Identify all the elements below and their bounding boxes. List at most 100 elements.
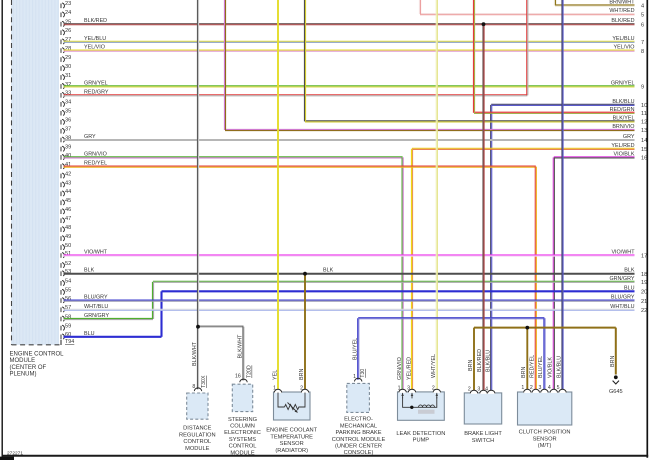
svg-text:13: 13 bbox=[641, 128, 647, 134]
svg-text:YEL/BLU: YEL/BLU bbox=[84, 36, 106, 42]
svg-text:G645: G645 bbox=[609, 389, 623, 395]
svg-text:1: 1 bbox=[521, 385, 524, 391]
svg-text:25: 25 bbox=[65, 20, 71, 26]
svg-text:46: 46 bbox=[65, 207, 71, 213]
svg-text:1: 1 bbox=[353, 374, 356, 380]
svg-text:30: 30 bbox=[65, 64, 71, 70]
svg-text:VIO/BLK: VIO/BLK bbox=[548, 357, 554, 378]
svg-text:59: 59 bbox=[65, 323, 71, 329]
svg-text:26: 26 bbox=[65, 28, 71, 34]
svg-text:MODULE: MODULE bbox=[10, 358, 36, 364]
svg-text:5: 5 bbox=[641, 12, 644, 18]
svg-text:BLU/GRY: BLU/GRY bbox=[84, 295, 108, 301]
svg-text:16: 16 bbox=[641, 156, 647, 162]
svg-text:38: 38 bbox=[65, 135, 71, 141]
svg-text:12: 12 bbox=[641, 120, 647, 126]
svg-text:RED/GRY: RED/GRY bbox=[84, 89, 109, 95]
svg-text:7: 7 bbox=[641, 40, 644, 46]
svg-text:44: 44 bbox=[65, 189, 71, 195]
svg-text:36: 36 bbox=[65, 118, 71, 124]
svg-text:RED/YEL: RED/YEL bbox=[84, 161, 107, 167]
svg-text:50: 50 bbox=[65, 243, 71, 249]
svg-text:BLK: BLK bbox=[624, 268, 635, 274]
svg-text:47: 47 bbox=[65, 216, 71, 222]
svg-text:8: 8 bbox=[641, 49, 644, 55]
svg-text:58: 58 bbox=[65, 314, 71, 320]
svg-text:T20D: T20D bbox=[247, 365, 253, 378]
svg-text:MODULE: MODULE bbox=[230, 450, 255, 456]
svg-text:PARKING BRAKE: PARKING BRAKE bbox=[335, 430, 381, 436]
svg-text:10: 10 bbox=[641, 103, 647, 109]
svg-text:COLUMN: COLUMN bbox=[230, 424, 255, 430]
svg-text:41: 41 bbox=[65, 162, 71, 168]
svg-text:BLK: BLK bbox=[323, 268, 334, 274]
svg-text:BLU/GRY: BLU/GRY bbox=[611, 295, 635, 301]
svg-text:ENGINE COOLANT: ENGINE COOLANT bbox=[266, 428, 317, 434]
svg-text:19: 19 bbox=[641, 280, 647, 286]
svg-text:BRN: BRN bbox=[610, 356, 616, 367]
svg-text:24: 24 bbox=[65, 10, 71, 16]
svg-text:3: 3 bbox=[477, 386, 480, 392]
svg-text:27: 27 bbox=[65, 37, 71, 43]
svg-text:1: 1 bbox=[398, 385, 401, 391]
svg-text:49: 49 bbox=[65, 234, 71, 240]
svg-text:32: 32 bbox=[65, 82, 71, 88]
svg-text:BLU/YEL: BLU/YEL bbox=[538, 356, 544, 378]
svg-text:2: 2 bbox=[468, 386, 471, 392]
svg-text:43: 43 bbox=[65, 180, 71, 186]
svg-text:4: 4 bbox=[485, 386, 488, 392]
svg-text:ELECTRO-: ELECTRO- bbox=[344, 417, 373, 423]
svg-text:CONTROL MODULE: CONTROL MODULE bbox=[332, 437, 386, 443]
svg-text:34: 34 bbox=[65, 100, 71, 106]
svg-text:VIO/BLK: VIO/BLK bbox=[614, 151, 635, 157]
svg-text:SENSOR: SENSOR bbox=[533, 436, 557, 442]
svg-text:YEL: YEL bbox=[273, 370, 279, 380]
svg-text:BLK/BLU: BLK/BLU bbox=[612, 99, 634, 105]
svg-text:GRN/VIO: GRN/VIO bbox=[84, 151, 107, 157]
svg-text:GRY: GRY bbox=[623, 134, 635, 140]
svg-text:(CENTER OF: (CENTER OF bbox=[10, 365, 47, 371]
svg-text:37: 37 bbox=[65, 127, 71, 133]
svg-text:35: 35 bbox=[65, 109, 71, 115]
svg-text:3: 3 bbox=[407, 385, 410, 391]
svg-text:54: 54 bbox=[65, 279, 71, 285]
svg-text:14: 14 bbox=[641, 138, 647, 144]
svg-text:CLUTCH POSITION: CLUTCH POSITION bbox=[519, 430, 571, 436]
svg-text:BRN/VIO: BRN/VIO bbox=[612, 124, 634, 130]
svg-text:BRN: BRN bbox=[299, 369, 305, 380]
svg-text:21: 21 bbox=[641, 299, 647, 305]
svg-text:16: 16 bbox=[235, 374, 241, 380]
svg-text:BLK/BLU: BLK/BLU bbox=[486, 350, 492, 372]
svg-text:1: 1 bbox=[273, 386, 276, 392]
svg-text:BLK/RED: BLK/RED bbox=[84, 18, 107, 24]
svg-text:GRN/VIO: GRN/VIO bbox=[397, 357, 403, 380]
svg-text:LEAK DETECTION: LEAK DETECTION bbox=[396, 431, 445, 437]
svg-text:BLK/RED: BLK/RED bbox=[477, 349, 483, 372]
svg-text:SWITCH: SWITCH bbox=[472, 438, 494, 444]
svg-text:28: 28 bbox=[65, 46, 71, 52]
svg-text:BLK/RED: BLK/RED bbox=[611, 18, 634, 24]
svg-text:(UNDER CENTER: (UNDER CENTER bbox=[335, 443, 382, 449]
svg-text:BLU: BLU bbox=[624, 285, 635, 291]
svg-text:WHT/YEL: WHT/YEL bbox=[431, 354, 437, 378]
svg-text:WHT/BLU: WHT/BLU bbox=[610, 304, 634, 310]
svg-text:RED/GRN: RED/GRN bbox=[610, 107, 635, 113]
svg-text:MECHANICAL: MECHANICAL bbox=[340, 423, 377, 429]
svg-text:40: 40 bbox=[65, 153, 71, 159]
svg-text:YEL/VIO: YEL/VIO bbox=[614, 45, 635, 51]
svg-text:PUMP: PUMP bbox=[413, 438, 430, 444]
svg-text:T30: T30 bbox=[360, 369, 366, 378]
svg-text:T94: T94 bbox=[65, 339, 74, 345]
svg-text:BRN: BRN bbox=[521, 367, 527, 378]
svg-text:23: 23 bbox=[65, 1, 71, 7]
svg-text:VIO/WHT: VIO/WHT bbox=[84, 250, 108, 256]
svg-text:9: 9 bbox=[641, 85, 644, 91]
svg-text:56: 56 bbox=[65, 296, 71, 302]
svg-text:45: 45 bbox=[65, 198, 71, 204]
svg-text:TEMPERATURE: TEMPERATURE bbox=[270, 434, 313, 440]
svg-text:272271: 272271 bbox=[7, 451, 23, 457]
svg-text:51: 51 bbox=[65, 251, 71, 257]
svg-text:2: 2 bbox=[432, 385, 435, 391]
svg-text:GRN/YEL: GRN/YEL bbox=[611, 80, 635, 86]
svg-text:CONTROL: CONTROL bbox=[183, 439, 211, 445]
